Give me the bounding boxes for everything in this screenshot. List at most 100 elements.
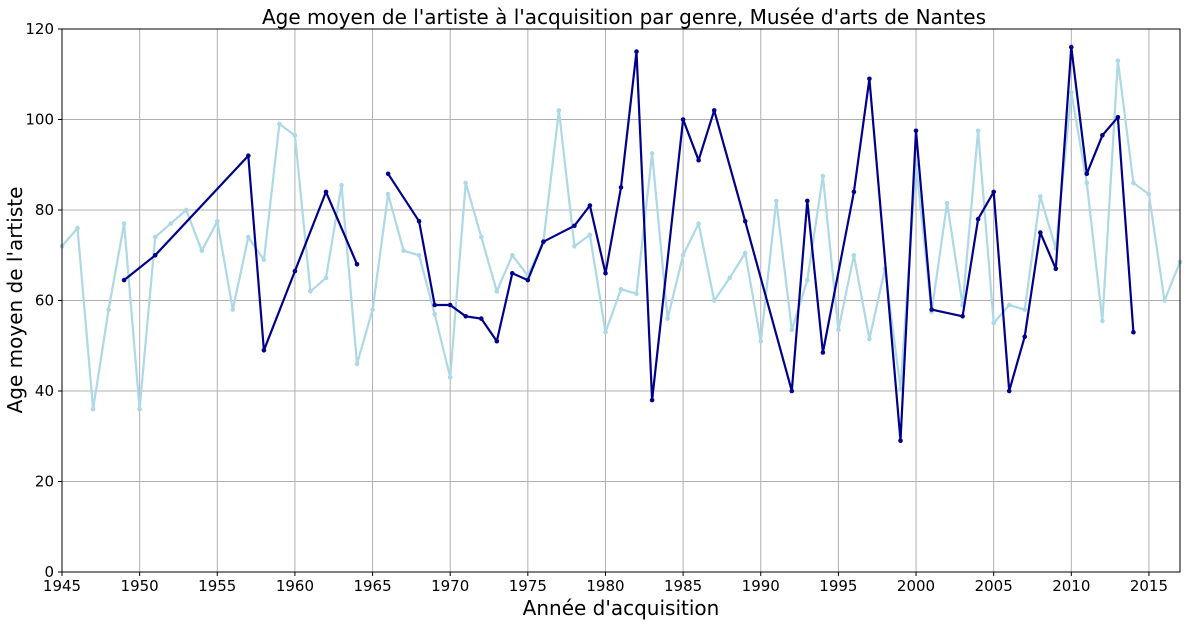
- data-point: [711, 108, 717, 113]
- data-point: [308, 289, 313, 294]
- data-point: [447, 302, 453, 308]
- data-point: [1131, 329, 1136, 335]
- x-tick-label: 1970: [431, 577, 469, 595]
- data-point: [121, 221, 127, 226]
- data-point: [634, 291, 639, 297]
- data-point: [820, 173, 826, 179]
- data-point: [1100, 133, 1105, 138]
- y-tick-label: 60: [35, 292, 54, 310]
- data-point: [991, 320, 996, 326]
- data-point: [354, 361, 360, 367]
- data-point: [416, 219, 422, 224]
- data-point: [975, 128, 981, 134]
- series-2: [121, 44, 1136, 444]
- x-tick-label: 1955: [198, 577, 236, 595]
- data-point: [603, 329, 608, 335]
- data-point: [152, 234, 158, 240]
- x-tick-label: 2010: [1052, 577, 1090, 595]
- data-point: [727, 275, 732, 281]
- data-point: [121, 277, 127, 283]
- series-1: [59, 58, 1183, 412]
- data-point: [1038, 194, 1043, 199]
- data-point: [867, 76, 872, 82]
- data-point: [215, 219, 220, 224]
- data-point: [789, 327, 795, 333]
- data-point: [494, 289, 500, 294]
- y-axis-label: Age moyen de l'artiste: [3, 187, 27, 414]
- data-point: [680, 253, 686, 258]
- x-tick-label: 1990: [742, 577, 780, 595]
- data-point: [1053, 266, 1059, 272]
- tick-labels: 1945 1950 1955 1960 1965 1970 1975 1980 1985 1990…: [25, 20, 1168, 595]
- data-point: [1115, 114, 1121, 120]
- x-tick-label: 1995: [819, 577, 857, 595]
- x-tick-label: 2000: [897, 577, 935, 595]
- data-point: [323, 189, 329, 195]
- x-tick-label: 1980: [586, 577, 624, 595]
- series-line: [61, 59, 1182, 411]
- data-point: [183, 207, 189, 213]
- data-point: [1069, 90, 1074, 95]
- data-point: [463, 180, 469, 186]
- data-point: [152, 253, 158, 258]
- data-point: [898, 386, 903, 392]
- data-point: [789, 388, 795, 394]
- data-point: [696, 157, 701, 163]
- data-point: [401, 248, 406, 253]
- data-point: [1100, 318, 1105, 324]
- data-point: [680, 117, 686, 122]
- data-point: [820, 350, 826, 355]
- data-point: [463, 314, 469, 319]
- data-point: [742, 250, 748, 256]
- data-point: [556, 108, 562, 113]
- data-point: [649, 151, 655, 156]
- data-point: [805, 198, 810, 204]
- data-point: [649, 397, 655, 403]
- data-point: [106, 307, 111, 312]
- data-point: [416, 253, 422, 258]
- data-point: [1131, 180, 1136, 186]
- x-tick-label: 1945: [43, 577, 81, 595]
- data-point: [479, 234, 484, 240]
- data-point: [1084, 180, 1090, 186]
- data-point: [1038, 230, 1043, 235]
- data-point: [292, 268, 298, 274]
- data-point: [510, 271, 515, 276]
- x-tick-label: 1985: [664, 577, 702, 595]
- data-point: [898, 438, 903, 444]
- data-point: [90, 406, 96, 412]
- data-point: [1162, 298, 1167, 303]
- data-point: [587, 203, 593, 208]
- data-point: [479, 316, 484, 321]
- x-axis-label: Année d'acquisition: [523, 596, 720, 620]
- data-point: [991, 189, 996, 195]
- data-point: [587, 232, 593, 238]
- x-tick-label: 1960: [276, 577, 314, 595]
- data-point: [432, 311, 438, 317]
- data-point: [618, 185, 624, 190]
- y-tick-label: 0: [44, 563, 54, 581]
- data-point: [261, 348, 267, 353]
- data-point: [246, 153, 251, 158]
- y-tick-label: 120: [25, 20, 54, 38]
- data-point: [339, 182, 344, 188]
- data-point: [805, 277, 810, 283]
- series-line: [123, 154, 359, 352]
- data-point: [929, 307, 934, 312]
- data-point: [75, 225, 80, 231]
- data-point: [137, 406, 142, 412]
- data-point: [494, 338, 500, 344]
- data-point: [292, 133, 298, 138]
- data-point: [1115, 58, 1121, 63]
- data-point: [261, 257, 267, 263]
- data-point: [168, 221, 173, 226]
- data-point: [1084, 171, 1090, 177]
- data-point: [867, 336, 872, 342]
- data-point: [851, 189, 857, 195]
- data-point: [1069, 44, 1074, 50]
- data-point: [277, 121, 282, 127]
- y-tick-label: 100: [25, 111, 54, 129]
- y-tick-label: 20: [35, 473, 54, 491]
- data-point: [525, 277, 531, 283]
